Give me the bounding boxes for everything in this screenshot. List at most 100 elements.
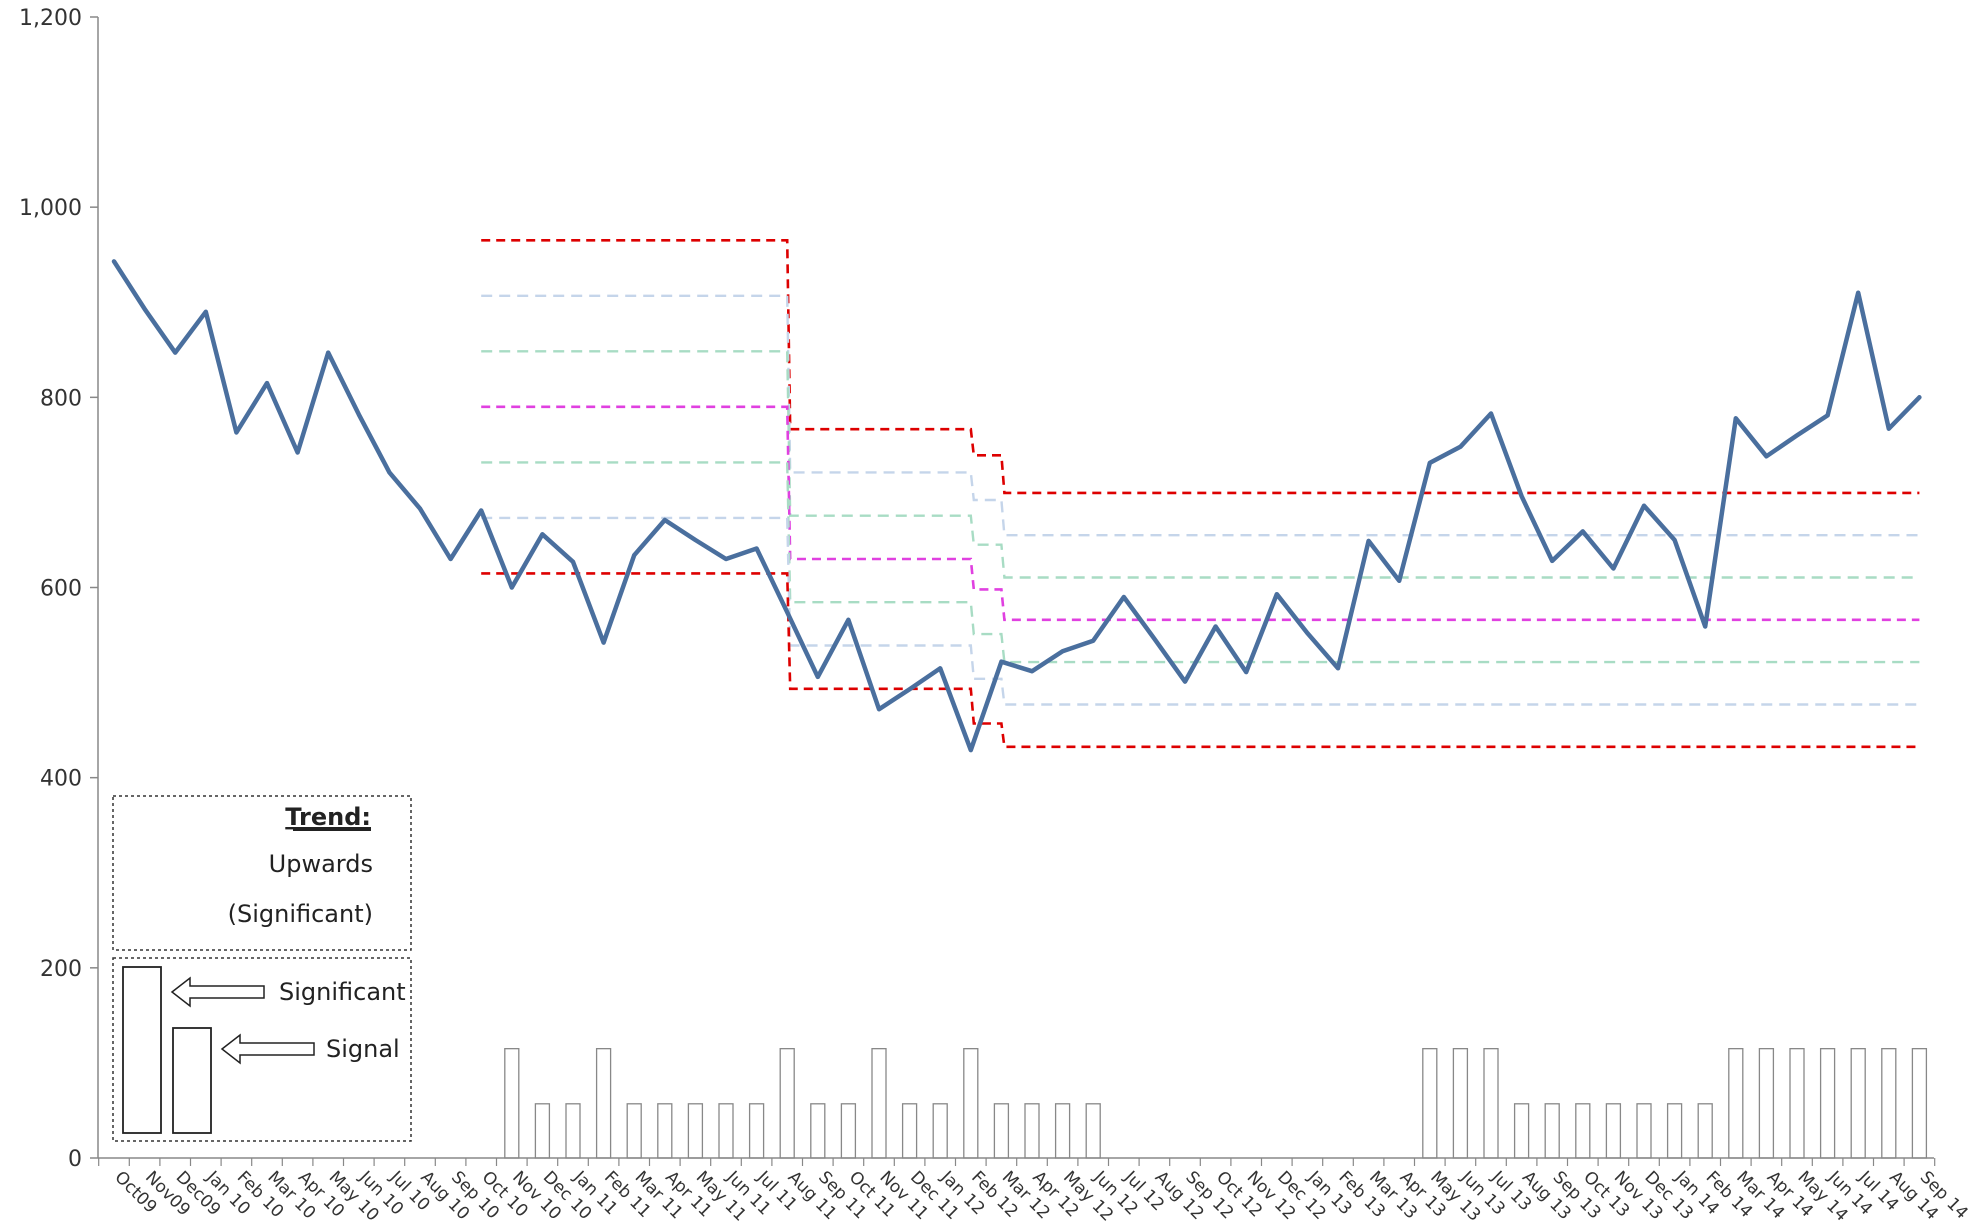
data-point (1428, 461, 1432, 465)
signal-label: Signal (326, 1035, 400, 1063)
minus-2-sigma-line (481, 516, 1920, 706)
lcl-line (481, 572, 1920, 749)
signal-bar (963, 1048, 979, 1159)
data-point (234, 431, 238, 435)
signal-arrow-icon (220, 1033, 315, 1065)
data-point (1305, 631, 1309, 635)
data-point (173, 351, 177, 355)
data-point (1703, 624, 1707, 628)
data-point (1917, 395, 1921, 399)
significant-arrow-icon (170, 976, 265, 1008)
signal-bar (1758, 1048, 1775, 1159)
data-point (1367, 539, 1371, 543)
data-point (479, 508, 483, 512)
data-point (1183, 680, 1187, 684)
series-line (111, 259, 1922, 753)
data-point (1734, 416, 1738, 420)
signal-bar (1911, 1048, 1928, 1159)
data-point (1581, 529, 1585, 533)
signal-bar (504, 1048, 520, 1159)
signal-bars (504, 1048, 1928, 1159)
y-tick-label: 1,200 (19, 6, 82, 31)
data-point (1550, 559, 1554, 563)
data-point (1061, 649, 1065, 653)
data-point (1091, 639, 1095, 643)
signal-bar (1728, 1048, 1744, 1159)
data-point (1642, 504, 1646, 508)
data-point (908, 687, 912, 691)
data-point (112, 259, 116, 263)
data-point (938, 666, 942, 670)
data-point (1458, 445, 1462, 449)
data-point (510, 586, 514, 589)
y-tick-label: 800 (40, 386, 82, 411)
signal-bar (718, 1103, 734, 1159)
data-point (1244, 670, 1248, 674)
signal-bar (1881, 1048, 1897, 1159)
data-point (1122, 595, 1126, 599)
data-point (143, 307, 147, 311)
signal-bar (1605, 1103, 1622, 1159)
signal-bar (779, 1048, 795, 1159)
data-point (418, 507, 422, 511)
data-point (540, 532, 544, 536)
signal-bar (1024, 1103, 1040, 1159)
signal-bar (1054, 1103, 1071, 1159)
signal-bar (871, 1048, 887, 1159)
signal-bar (993, 1103, 1010, 1159)
signal-bar (595, 1048, 612, 1159)
data-point (969, 748, 973, 752)
trend-legend-line-2: (Significant) (228, 900, 373, 928)
signal-bar (565, 1103, 581, 1159)
data-point (1764, 454, 1768, 458)
data-point (693, 538, 697, 542)
control-limit-lines (481, 239, 1920, 749)
signal-bar (657, 1103, 673, 1159)
data-point (1152, 637, 1156, 641)
signal-bar (1513, 1103, 1530, 1159)
y-tick-label: 200 (40, 957, 82, 982)
signal-bar (932, 1103, 948, 1159)
signal-bar (1422, 1048, 1438, 1159)
data-point (846, 618, 850, 622)
y-tick-label: 0 (68, 1147, 82, 1172)
trend-legend-line-1: Upwards (269, 850, 373, 878)
data-point (326, 351, 330, 355)
signal-bar (1819, 1048, 1836, 1159)
data-point (357, 412, 361, 416)
plus-1-sigma-line (481, 350, 1920, 579)
signal-legend: Significant Signal (112, 957, 412, 1142)
y-tick-labels: 0 200 400 600 800 1,000 1,200 (19, 6, 98, 1172)
y-tick-label: 600 (40, 577, 82, 602)
significant-sample-bar (122, 966, 162, 1134)
ucl-line (481, 239, 1920, 495)
signal-bar (1636, 1103, 1652, 1159)
data-point (602, 641, 606, 645)
data-point (571, 560, 575, 564)
data-point (1336, 666, 1340, 670)
y-tick-label: 400 (40, 767, 82, 792)
signal-bar (840, 1103, 857, 1159)
data-point (449, 557, 453, 561)
signal-bar (1085, 1103, 1101, 1159)
data-point (1887, 427, 1891, 431)
data-point (387, 470, 391, 474)
significant-label: Significant (279, 978, 406, 1006)
minus-1-sigma-line (481, 461, 1920, 664)
signal-bar (1666, 1103, 1683, 1159)
data-point (816, 675, 820, 679)
main-series (111, 259, 1922, 753)
signal-bar (1483, 1048, 1499, 1159)
signal-bar (810, 1103, 826, 1159)
data-point (877, 707, 881, 711)
signal-bar (1544, 1103, 1560, 1159)
data-point (1826, 413, 1830, 417)
data-point (204, 310, 208, 314)
data-point (1489, 411, 1493, 415)
signal-bar (748, 1103, 765, 1159)
data-point (755, 547, 759, 551)
signal-bar (901, 1103, 918, 1159)
